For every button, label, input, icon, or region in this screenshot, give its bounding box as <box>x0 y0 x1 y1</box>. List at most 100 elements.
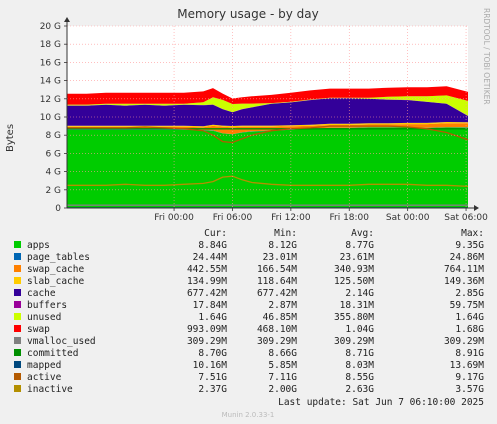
legend-value: 24.44M <box>193 252 228 263</box>
legend-value: 8.77G <box>345 240 374 251</box>
x-tick-label: Fri 12:00 <box>271 213 311 223</box>
legend-name: slab_cache <box>27 276 84 287</box>
legend-value: 340.93M <box>334 264 374 275</box>
legend-value: 118.64M <box>257 276 297 287</box>
legend-swatch <box>14 265 21 272</box>
legend-value: 9.17G <box>455 372 484 383</box>
legend-value: 993.09M <box>187 324 227 335</box>
munin-footer: Munin 2.0.33-1 <box>222 411 275 419</box>
legend-value: 1.64G <box>455 312 484 323</box>
legend-value: 9.35G <box>455 240 484 251</box>
area-slab-cache <box>67 122 468 128</box>
y-tick-label: 4 G <box>45 168 61 178</box>
y-tick-label: 0 <box>55 204 61 214</box>
legend-swatch <box>14 349 21 356</box>
legend-name: buffers <box>27 300 67 311</box>
legend-value: 1.04G <box>345 324 374 335</box>
legend-swatch <box>14 241 21 248</box>
legend-name: cache <box>27 288 56 299</box>
y-tick-label: 12 G <box>40 95 61 105</box>
area-cache <box>67 98 468 127</box>
legend-name: swap_cache <box>27 264 84 275</box>
x-tick-label: Fri 18:00 <box>329 213 369 223</box>
legend-value: 8.84G <box>198 240 227 251</box>
chart-title: Memory usage - by day <box>177 7 318 21</box>
legend-name: active <box>27 372 62 383</box>
y-axis-arrow <box>64 17 70 22</box>
x-tick-label: Fri 00:00 <box>154 213 194 223</box>
legend-value: 355.80M <box>334 312 374 323</box>
line-inactive <box>67 175 469 188</box>
legend-value: 8.66G <box>268 348 297 359</box>
legend-value: 134.99M <box>187 276 227 287</box>
legend-swatch <box>14 277 21 284</box>
axes: 0 2 G 4 G 6 G 8 G 10 G 12 G 14 G 16 G 18 G 20 G Fri… <box>40 17 488 223</box>
legend-swatch <box>14 301 21 308</box>
legend-value: 2.37G <box>198 384 227 395</box>
legend-swatch <box>14 373 21 380</box>
legend-value: 18.31M <box>340 300 375 311</box>
y-tick-label: 20 G <box>40 22 61 32</box>
legend-name: vmalloc_used <box>27 336 96 347</box>
y-axis-label: Bytes <box>5 124 16 152</box>
legend-value: 59.75M <box>450 300 485 311</box>
y-tick-label: 8 G <box>45 131 61 141</box>
y-tick-label: 2 G <box>45 186 61 196</box>
legend-value: 17.84M <box>193 300 228 311</box>
legend-value: 309.29M <box>334 336 374 347</box>
legend-value: 5.85M <box>268 360 297 371</box>
legend-value: 468.10M <box>257 324 297 335</box>
legend-value: 677.42M <box>257 288 297 299</box>
legend-name: swap <box>27 324 50 335</box>
area-unused <box>67 95 468 116</box>
legend-name: committed <box>27 348 78 359</box>
legend-value: 2.85G <box>455 288 484 299</box>
legend-value: 24.86M <box>450 252 485 263</box>
legend-value: 8.55G <box>345 372 374 383</box>
legend-header: Avg: <box>351 228 374 239</box>
legend-value: 166.54M <box>257 264 297 275</box>
legend-value: 8.70G <box>198 348 227 359</box>
legend-swatch <box>14 325 21 332</box>
legend-value: 1.68G <box>455 324 484 335</box>
line-active <box>67 125 469 144</box>
legend-header: Min: <box>274 228 297 239</box>
legend-value: 125.50M <box>334 276 374 287</box>
legend-name: apps <box>27 240 50 251</box>
legend-value: 7.51G <box>198 372 227 383</box>
area-apps <box>67 127 468 208</box>
legend-value: 23.61M <box>340 252 375 263</box>
legend-swatch <box>14 253 21 260</box>
x-tick-label: Sat 00:00 <box>386 213 430 223</box>
legend-value: 442.55M <box>187 264 227 275</box>
legend-value: 13.69M <box>450 360 485 371</box>
legend-swatch <box>14 337 21 344</box>
rrdtool-watermark: RRDTOOL / TOBI OETIKER <box>482 8 491 105</box>
area-page-tables <box>67 127 468 135</box>
x-tick-label: Sat 06:00 <box>444 213 488 223</box>
legend-header: Max: <box>461 228 484 239</box>
area-swap <box>67 86 468 105</box>
legend-swatch <box>14 289 21 296</box>
legend-value: 309.29M <box>257 336 297 347</box>
legend-value: 2.63G <box>345 384 374 395</box>
legend-value: 764.11M <box>444 264 484 275</box>
legend-swatch <box>14 361 21 368</box>
y-tick-label: 6 G <box>45 149 61 159</box>
legend-value: 46.85M <box>263 312 298 323</box>
plot-area <box>67 26 469 209</box>
legend-value: 677.42M <box>187 288 227 299</box>
y-tick-label: 14 G <box>40 77 61 87</box>
legend-value: 7.11G <box>268 372 297 383</box>
legend-value: 8.91G <box>455 348 484 359</box>
legend-value: 2.87M <box>268 300 297 311</box>
legend-swatch <box>14 385 21 392</box>
legend: Cur: Min: Avg: Max: apps 8.84G 8.12G 8.77G 9.35G… <box>14 228 484 395</box>
legend-value: 149.36M <box>444 276 484 287</box>
legend-value: 309.29M <box>187 336 227 347</box>
legend-swatch <box>14 313 21 320</box>
legend-name: page_tables <box>27 252 90 263</box>
legend-value: 3.57G <box>455 384 484 395</box>
legend-value: 8.12G <box>268 240 297 251</box>
y-tick-label: 16 G <box>40 58 61 68</box>
